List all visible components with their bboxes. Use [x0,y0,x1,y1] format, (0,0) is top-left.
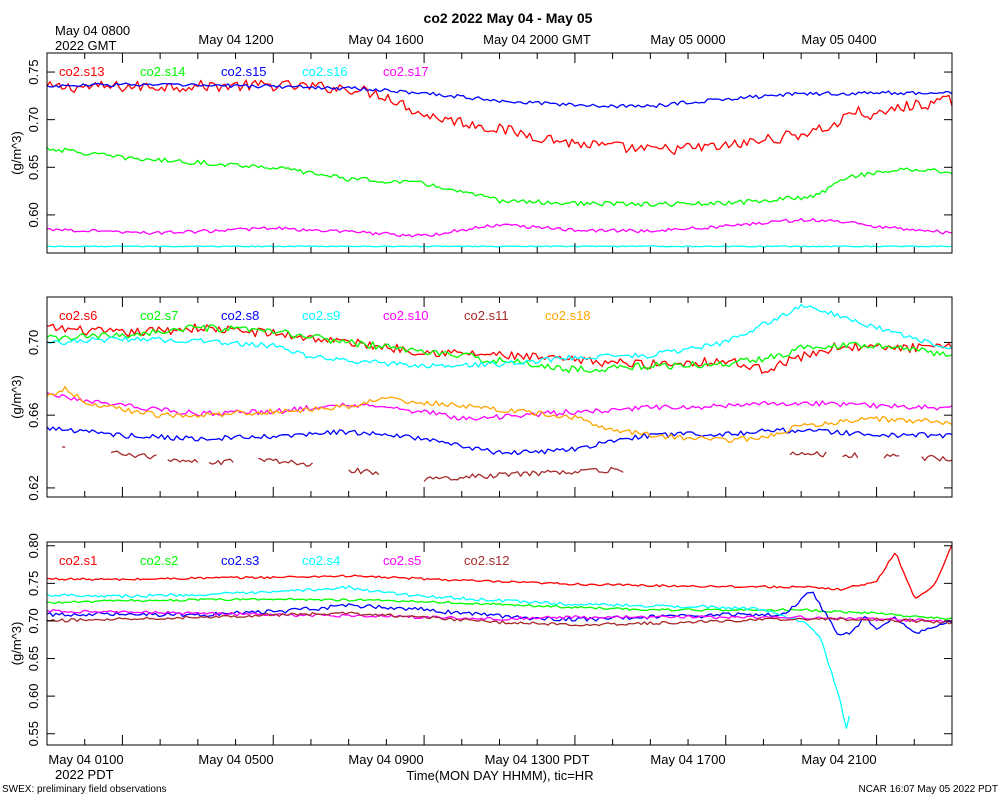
top-axis-start-label-line2: 2022 GMT [55,38,116,53]
legend-entry-co2-s2: co2.s2 [140,553,178,568]
series-line-co2-s7 [47,324,952,374]
bottom-axis-label: May 04 1700 [650,752,725,767]
bottom-axis-label: May 04 0500 [198,752,273,767]
top-axis-label: May 05 0000 [650,32,725,47]
legend-entry-co2-s7: co2.s7 [140,308,178,323]
top-axis-label: May 04 2000 GMT [483,32,591,47]
x-axis-title: Time(MON DAY HHMM), tic=HR [406,768,593,783]
series-line-co2-s17 [47,217,952,238]
figure-title: co2 2022 May 04 - May 05 [424,10,593,26]
legend-entry-co2-s18: co2.s18 [545,308,591,323]
series-line-co2-s11 [883,453,900,459]
plot-frame [46,296,953,498]
panel-middle-chart: 0.62 0.66 0.70 (g/m^3) co2.s6 co2.s7 co2.s8 co2… [9,296,953,501]
top-axis-label: May 05 0400 [801,32,876,47]
y-axis-label: (g/m^3) [9,622,24,666]
series-line-co2-s11 [258,457,313,467]
y-tick-label: 0.65 [26,155,41,180]
series-line-co2-s13 [47,79,952,156]
series-lines [47,544,952,729]
series-line-co2-s6 [47,323,952,374]
series-line-co2-s9 [47,303,952,369]
y-tick-label: 0.70 [26,107,41,132]
legend-entry-co2-s3: co2.s3 [221,553,259,568]
footer-note: SWEX: preliminary field observations [2,784,167,795]
series-line-co2-s12 [47,611,952,627]
bottom-axis-label: May 04 0900 [348,752,423,767]
bottom-axis-start-label-line1: May 04 0100 [48,752,123,767]
legend-entry-co2-s1: co2.s1 [59,553,97,568]
legend-entry-co2-s6: co2.s6 [59,308,97,323]
legend-entry-co2-s13: co2.s13 [59,64,105,79]
series-line-co2-s4 [47,585,851,729]
plot-frame [46,52,953,254]
legend-entry-co2-s10: co2.s10 [383,308,429,323]
series-line-co2-s14 [47,147,952,208]
y-tick-label: 0.75 [26,59,41,84]
y-tick-label: 0.75 [26,571,41,596]
series-line-co2-s11 [110,450,157,460]
legend-entry-co2-s12: co2.s12 [464,553,510,568]
y-axis-label: (g/m^3) [9,375,24,419]
legend-entry-co2-s9: co2.s9 [302,308,340,323]
series-line-co2-s11 [921,454,952,462]
series-line-co2-s18 [47,385,952,443]
top-axis-start-label-line1: May 04 0800 [55,23,130,38]
y-tick-label: 0.55 [26,721,41,746]
y-tick-label: 0.66 [26,403,41,428]
panel-bottom-chart: 0.55 0.60 0.65 0.70 0.75 0.80 (g/m^3) co2.s1 co2… [9,533,953,746]
y-tick-label: 0.70 [26,608,41,633]
panel-top-chart: 0.60 0.65 0.70 0.75 (g/m^3) co2.s13 co2.s14 co2… [9,52,953,254]
series-line-co2-s1 [47,544,952,599]
series-line-co2-s16 [47,245,952,248]
legend-entry-co2-s4: co2.s4 [302,553,340,568]
series-line-co2-s11 [208,458,234,466]
series-line-co2-s2 [47,597,952,621]
series-line-co2-s11 [842,452,859,459]
series-line-co2-s10 [47,391,952,421]
bottom-axis-label: May 04 1300 PDT [485,752,590,767]
y-tick-label: 0.60 [26,202,41,227]
footer-timestamp: NCAR 16:07 May 05 2022 PDT [858,784,998,795]
series-line-co2-s11 [789,451,827,458]
bottom-axis-start-label-line2: 2022 PDT [55,767,114,782]
legend-entry-co2-s16: co2.s16 [302,64,348,79]
y-axis-label: (g/m^3) [9,131,24,175]
series-line-co2-s15 [47,82,952,109]
top-axis-label: May 04 1200 [198,32,273,47]
top-axis-label: May 04 1600 [348,32,423,47]
y-tick-label: 0.62 [26,475,41,500]
legend-entry-co2-s8: co2.s8 [221,308,259,323]
y-tick-label: 0.65 [26,646,41,671]
y-tick-label: 0.80 [26,533,41,558]
legend-entry-co2-s11: co2.s11 [464,308,509,323]
series-line-co2-s11 [167,458,199,463]
legend-entry-co2-s15: co2.s15 [221,64,267,79]
legend-entry-co2-s14: co2.s14 [140,64,186,79]
bottom-axis-label: May 04 2100 [801,752,876,767]
series-line-co2-s5 [47,609,952,623]
series-lines [47,303,952,482]
series-line-co2-s11 [348,467,380,476]
legend-entry-co2-s5: co2.s5 [383,553,421,568]
y-tick-label: 0.60 [26,683,41,708]
series-line-co2-s3 [47,591,952,636]
legend-entry-co2-s17: co2.s17 [383,64,429,79]
plot-frame [46,541,953,746]
series-lines [47,79,952,248]
series-line-co2-s8 [47,426,952,456]
series-line-co2-s11 [423,466,624,482]
y-tick-label: 0.70 [26,330,41,355]
